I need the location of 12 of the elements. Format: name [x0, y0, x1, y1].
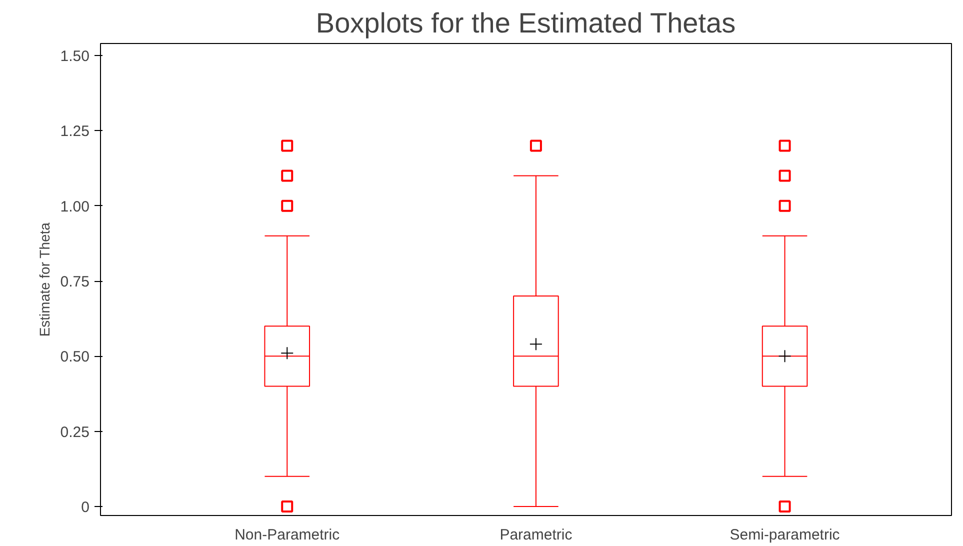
y-tick-label: 1.50 — [60, 48, 90, 66]
y-tick-label: 0 — [81, 498, 90, 516]
x-tick-label: Non-Parametric — [234, 526, 340, 544]
y-tick-label: 1.00 — [60, 198, 90, 216]
x-tick-label: Semi-parametric — [730, 526, 840, 544]
y-tick-label: 0.25 — [60, 424, 90, 441]
chart-title: Boxplots for the Estimated Thetas — [316, 8, 736, 38]
y-tick-label: 1.25 — [60, 123, 90, 140]
y-tick-label: 0.75 — [60, 274, 90, 291]
x-tick-label: Parametric — [500, 526, 573, 544]
y-axis-title: Estimate for Theta — [36, 222, 52, 337]
y-tick-label: 0.50 — [60, 348, 90, 366]
